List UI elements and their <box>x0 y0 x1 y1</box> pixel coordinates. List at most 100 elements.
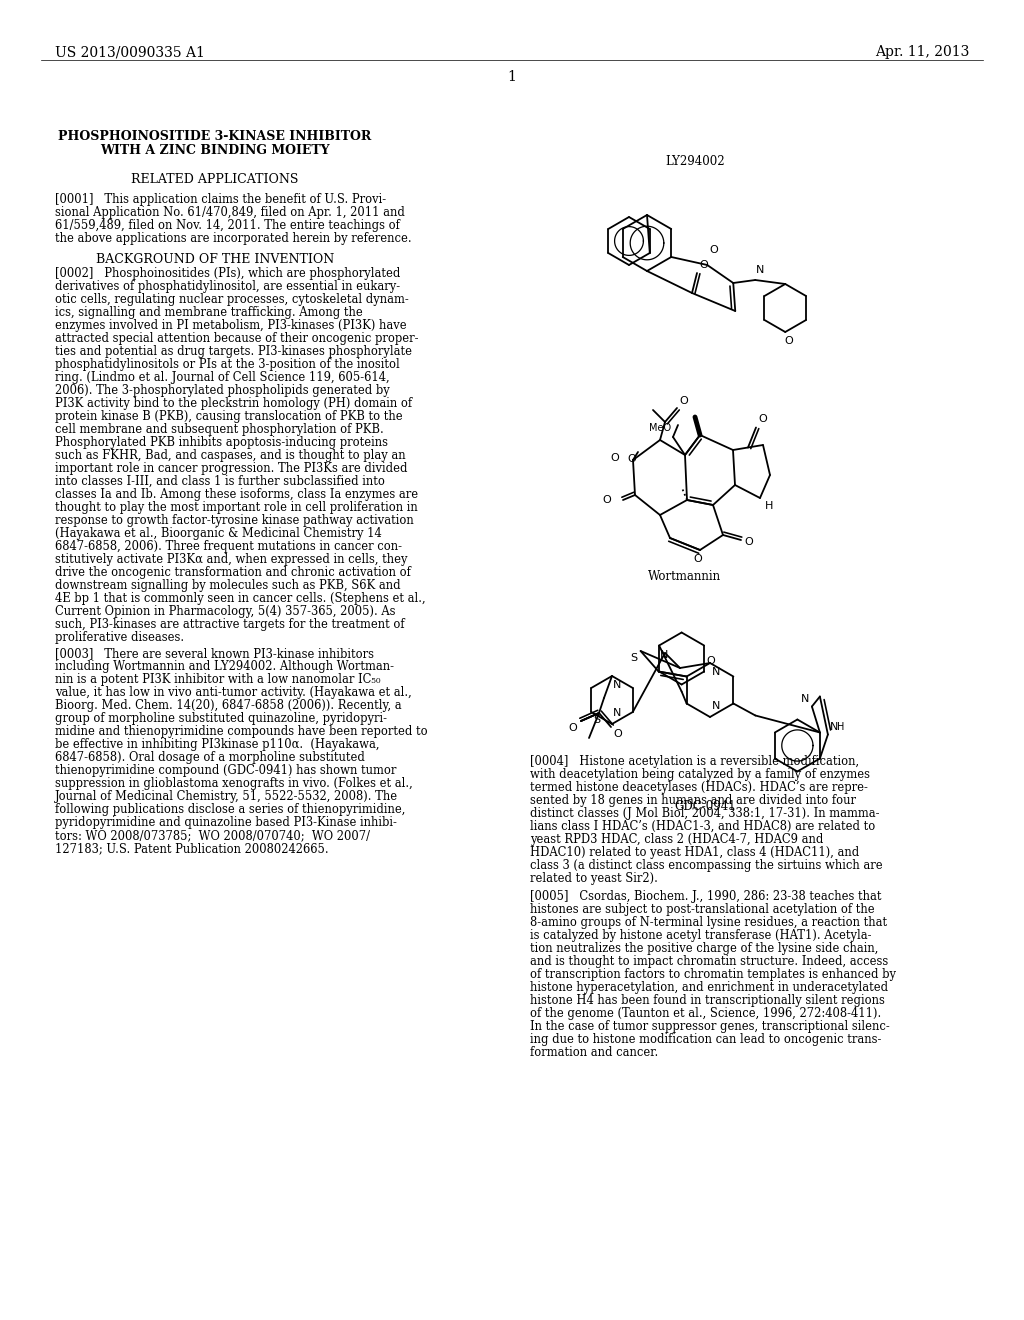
Text: O: O <box>710 246 718 255</box>
Text: histone hyperacetylation, and enrichment in underacetylated: histone hyperacetylation, and enrichment… <box>530 981 888 994</box>
Text: proliferative diseases.: proliferative diseases. <box>55 631 184 644</box>
Text: classes Ia and Ib. Among these isoforms, class Ia enzymes are: classes Ia and Ib. Among these isoforms,… <box>55 488 418 502</box>
Text: Phosphorylated PKB inhibits apoptosis-inducing proteins: Phosphorylated PKB inhibits apoptosis-in… <box>55 436 388 449</box>
Text: such as FKHR, Bad, and caspases, and is thought to play an: such as FKHR, Bad, and caspases, and is … <box>55 449 406 462</box>
Text: O: O <box>699 260 708 271</box>
Text: MeO: MeO <box>649 422 671 433</box>
Text: [0002]   Phosphoinositides (PIs), which are phosphorylated: [0002] Phosphoinositides (PIs), which ar… <box>55 267 400 280</box>
Text: value, it has low in vivo anti-tumor activity. (Hayakawa et al.,: value, it has low in vivo anti-tumor act… <box>55 686 412 700</box>
Text: 2006). The 3-phosphorylated phospholipids generated by: 2006). The 3-phosphorylated phospholipid… <box>55 384 390 397</box>
Text: O: O <box>744 537 753 546</box>
Text: following publications disclose a series of thienopyrimidine,: following publications disclose a series… <box>55 803 406 816</box>
Text: drive the oncogenic transformation and chronic activation of: drive the oncogenic transformation and c… <box>55 566 411 579</box>
Text: 8-amino groups of N-terminal lysine residues, a reaction that: 8-amino groups of N-terminal lysine resi… <box>530 916 887 929</box>
Text: response to growth factor-tyrosine kinase pathway activation: response to growth factor-tyrosine kinas… <box>55 513 414 527</box>
Text: O: O <box>758 413 767 424</box>
Text: group of morpholine substituted quinazoline, pyridopyri-: group of morpholine substituted quinazol… <box>55 711 387 725</box>
Text: ing due to histone modification can lead to oncogenic trans-: ing due to histone modification can lead… <box>530 1034 882 1045</box>
Text: 127183; U.S. Patent Publication 20080242665.: 127183; U.S. Patent Publication 20080242… <box>55 842 329 855</box>
Text: otic cells, regulating nuclear processes, cytoskeletal dynam-: otic cells, regulating nuclear processes… <box>55 293 409 306</box>
Text: N: N <box>757 265 765 275</box>
Text: N: N <box>660 649 669 660</box>
Text: H: H <box>837 722 844 733</box>
Text: derivatives of phosphatidylinositol, are essential in eukary-: derivatives of phosphatidylinositol, are… <box>55 280 400 293</box>
Text: S: S <box>594 715 600 725</box>
Text: Current Opinion in Pharmacology, 5(4) 357-365, 2005). As: Current Opinion in Pharmacology, 5(4) 35… <box>55 605 395 618</box>
Text: histone H4 has been found in transcriptionally silent regions: histone H4 has been found in transcripti… <box>530 994 885 1007</box>
Text: N: N <box>613 680 622 690</box>
Text: related to yeast Sir2).: related to yeast Sir2). <box>530 873 657 884</box>
Text: enzymes involved in PI metabolism, PI3-kinases (PI3K) have: enzymes involved in PI metabolism, PI3-k… <box>55 319 407 333</box>
Text: ties and potential as drug targets. PI3-kinases phosphorylate: ties and potential as drug targets. PI3-… <box>55 345 412 358</box>
Text: sional Application No. 61/470,849, filed on Apr. 1, 2011 and: sional Application No. 61/470,849, filed… <box>55 206 404 219</box>
Text: US 2013/0090335 A1: US 2013/0090335 A1 <box>55 45 205 59</box>
Text: downstream signalling by molecules such as PKB, S6K and: downstream signalling by molecules such … <box>55 579 400 591</box>
Text: termed histone deacetylases (HDACs). HDAC’s are repre-: termed histone deacetylases (HDACs). HDA… <box>530 781 868 795</box>
Text: LY294002: LY294002 <box>666 154 725 168</box>
Text: Journal of Medicinal Chemistry, 51, 5522-5532, 2008). The: Journal of Medicinal Chemistry, 51, 5522… <box>55 789 398 803</box>
Text: S: S <box>631 653 638 663</box>
Text: tors: WO 2008/073785;  WO 2008/070740;  WO 2007/: tors: WO 2008/073785; WO 2008/070740; WO… <box>55 829 370 842</box>
Text: histones are subject to post-translational acetylation of the: histones are subject to post-translation… <box>530 903 874 916</box>
Text: O: O <box>602 495 611 506</box>
Text: suppression in glioblastoma xenografts in vivo. (Folkes et al.,: suppression in glioblastoma xenografts i… <box>55 777 413 789</box>
Text: GDC-0941: GDC-0941 <box>674 800 736 813</box>
Text: is catalyzed by histone acetyl transferase (HAT1). Acetyla-: is catalyzed by histone acetyl transfera… <box>530 929 871 942</box>
Text: the above applications are incorporated herein by reference.: the above applications are incorporated … <box>55 232 412 246</box>
Text: O: O <box>628 454 636 465</box>
Text: N: N <box>712 701 720 711</box>
Text: O: O <box>707 656 715 665</box>
Text: thought to play the most important role in cell proliferation in: thought to play the most important role … <box>55 502 418 513</box>
Text: O: O <box>568 723 577 733</box>
Text: [0001]   This application claims the benefit of U.S. Provi-: [0001] This application claims the benef… <box>55 193 386 206</box>
Text: N: N <box>712 667 720 677</box>
Text: protein kinase B (PKB), causing translocation of PKB to the: protein kinase B (PKB), causing transloc… <box>55 411 402 422</box>
Text: O: O <box>613 729 622 739</box>
Text: yeast RPD3 HDAC, class 2 (HDAC4-7, HDAC9 and: yeast RPD3 HDAC, class 2 (HDAC4-7, HDAC9… <box>530 833 823 846</box>
Text: including Wortmannin and LY294002. Although Wortman-: including Wortmannin and LY294002. Altho… <box>55 660 394 673</box>
Text: nin is a potent PI3K inhibitor with a low nanomolar IC₅₀: nin is a potent PI3K inhibitor with a lo… <box>55 673 381 686</box>
Text: ics, signalling and membrane trafficking. Among the: ics, signalling and membrane trafficking… <box>55 306 362 319</box>
Text: O: O <box>693 554 702 564</box>
Text: stitutively activate PI3Kα and, when expressed in cells, they: stitutively activate PI3Kα and, when exp… <box>55 553 408 566</box>
Text: BACKGROUND OF THE INVENTION: BACKGROUND OF THE INVENTION <box>96 253 334 267</box>
Text: O: O <box>610 453 618 463</box>
Text: class 3 (a distinct class encompassing the sirtuins which are: class 3 (a distinct class encompassing t… <box>530 859 883 873</box>
Text: and is thought to impact chromatin structure. Indeed, access: and is thought to impact chromatin struc… <box>530 954 888 968</box>
Text: N: N <box>801 694 809 705</box>
Text: Apr. 11, 2013: Apr. 11, 2013 <box>874 45 969 59</box>
Text: HDAC10) related to yeast HDA1, class 4 (HDAC11), and: HDAC10) related to yeast HDA1, class 4 (… <box>530 846 859 859</box>
Text: of the genome (Taunton et al., Science, 1996, 272:408-411).: of the genome (Taunton et al., Science, … <box>530 1007 882 1020</box>
Text: pyridopyrimidine and quinazoline based PI3-Kinase inhibi-: pyridopyrimidine and quinazoline based P… <box>55 816 397 829</box>
Text: with deacetylation being catalyzed by a family of enzymes: with deacetylation being catalyzed by a … <box>530 768 870 781</box>
Text: Wortmannin: Wortmannin <box>648 570 722 583</box>
Text: 1: 1 <box>508 70 516 84</box>
Text: O: O <box>679 396 688 407</box>
Text: In the case of tumor suppressor genes, transcriptional silenc-: In the case of tumor suppressor genes, t… <box>530 1020 890 1034</box>
Text: N: N <box>829 722 839 733</box>
Text: 4E bp 1 that is commonly seen in cancer cells. (Stephens et al.,: 4E bp 1 that is commonly seen in cancer … <box>55 591 426 605</box>
Text: of transcription factors to chromatin templates is enhanced by: of transcription factors to chromatin te… <box>530 968 896 981</box>
Text: PHOSPHOINOSITIDE 3-KINASE INHIBITOR: PHOSPHOINOSITIDE 3-KINASE INHIBITOR <box>58 129 372 143</box>
Text: 6847-6858). Oral dosage of a morpholine substituted: 6847-6858). Oral dosage of a morpholine … <box>55 751 365 764</box>
Text: important role in cancer progression. The PI3Ks are divided: important role in cancer progression. Th… <box>55 462 408 475</box>
Text: N: N <box>613 708 622 718</box>
Text: be effective in inhibiting PI3kinase p110α.  (Hayakawa,: be effective in inhibiting PI3kinase p11… <box>55 738 380 751</box>
Text: lians class I HDAC’s (HDAC1-3, and HDAC8) are related to: lians class I HDAC’s (HDAC1-3, and HDAC8… <box>530 820 876 833</box>
Text: [0005]   Csordas, Biochem. J., 1990, 286: 23-38 teaches that: [0005] Csordas, Biochem. J., 1990, 286: … <box>530 890 882 903</box>
Text: into classes I-III, and class 1 is further subclassified into: into classes I-III, and class 1 is furth… <box>55 475 385 488</box>
Text: formation and cancer.: formation and cancer. <box>530 1045 658 1059</box>
Text: such, PI3-kinases are attractive targets for the treatment of: such, PI3-kinases are attractive targets… <box>55 618 404 631</box>
Text: WITH A ZINC BINDING MOIETY: WITH A ZINC BINDING MOIETY <box>100 144 330 157</box>
Text: [0003]   There are several known PI3-kinase inhibitors: [0003] There are several known PI3-kinas… <box>55 647 374 660</box>
Text: 61/559,489, filed on Nov. 14, 2011. The entire teachings of: 61/559,489, filed on Nov. 14, 2011. The … <box>55 219 400 232</box>
Text: phosphatidylinositols or PIs at the 3-position of the inositol: phosphatidylinositols or PIs at the 3-po… <box>55 358 399 371</box>
Text: [0004]   Histone acetylation is a reversible modification,: [0004] Histone acetylation is a reversib… <box>530 755 859 768</box>
Text: 6847-6858, 2006). Three frequent mutations in cancer con-: 6847-6858, 2006). Three frequent mutatio… <box>55 540 402 553</box>
Text: ring. (Lindmo et al. Journal of Cell Science 119, 605-614,: ring. (Lindmo et al. Journal of Cell Sci… <box>55 371 389 384</box>
Text: sented by 18 genes in humans and are divided into four: sented by 18 genes in humans and are div… <box>530 795 856 807</box>
Text: PI3K activity bind to the pleckstrin homology (PH) domain of: PI3K activity bind to the pleckstrin hom… <box>55 397 412 411</box>
Text: O: O <box>784 337 794 346</box>
Text: attracted special attention because of their oncogenic proper-: attracted special attention because of t… <box>55 333 419 345</box>
Text: tion neutralizes the positive charge of the lysine side chain,: tion neutralizes the positive charge of … <box>530 942 879 954</box>
